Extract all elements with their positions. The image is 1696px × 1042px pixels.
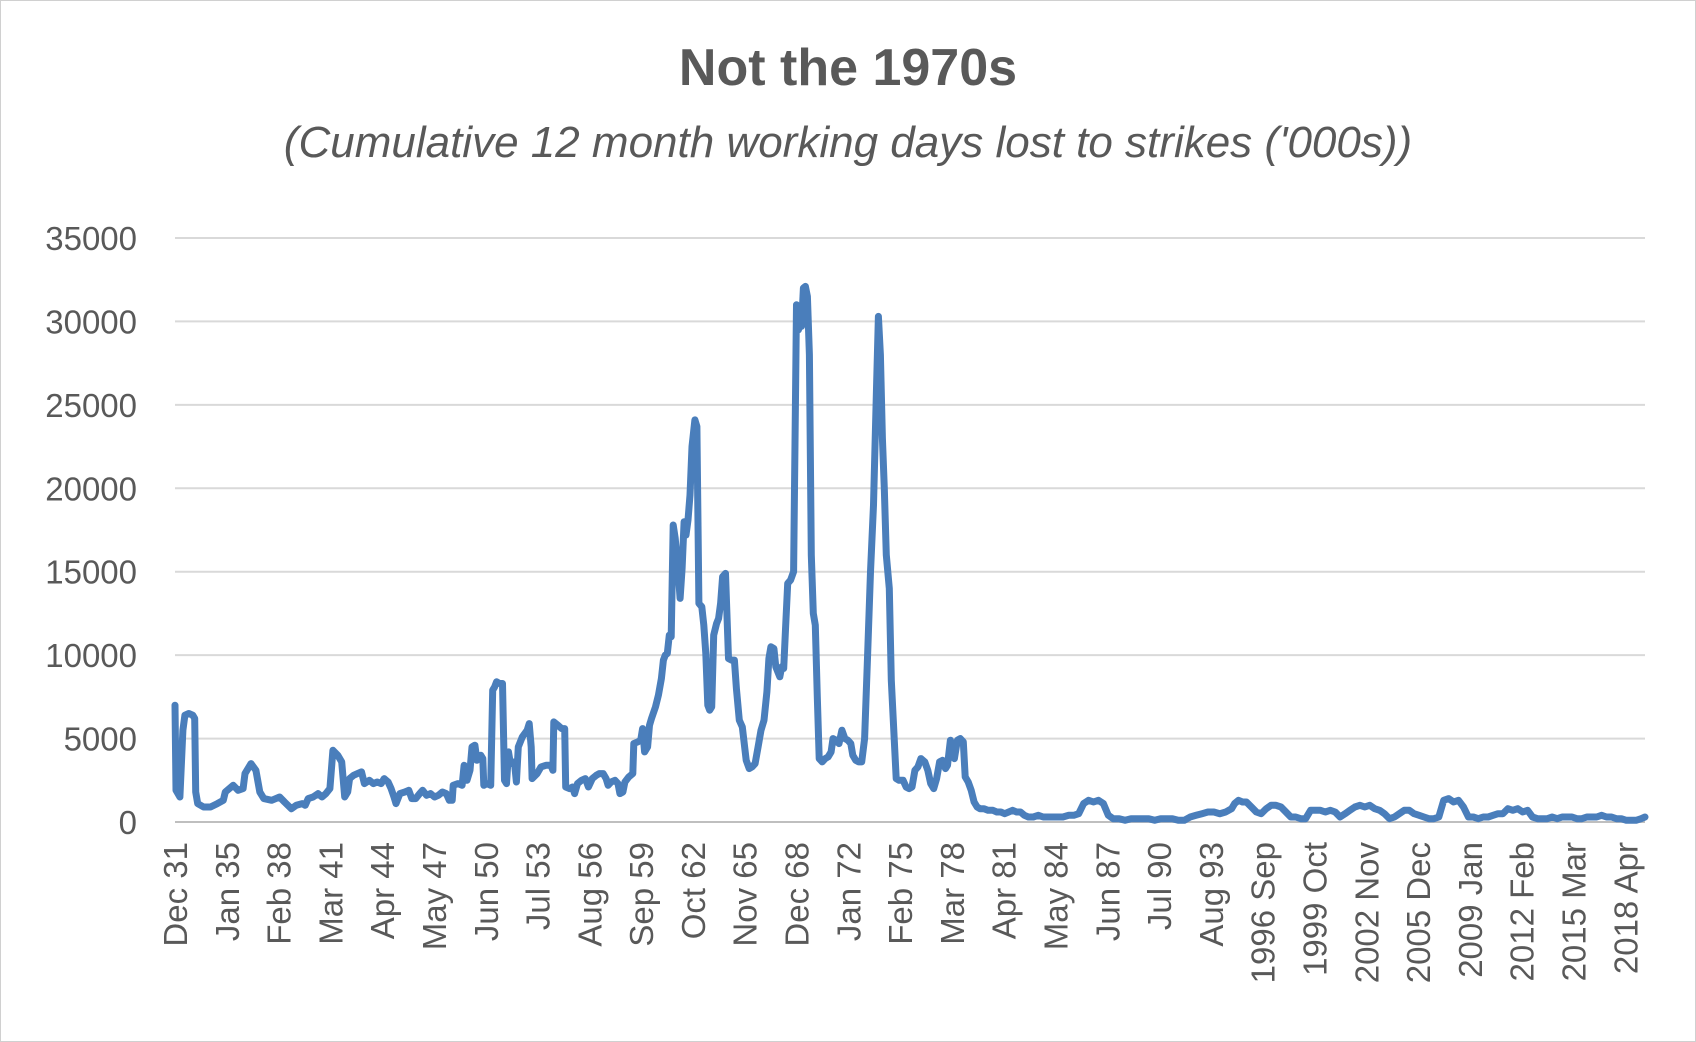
x-tick-label: 2018 Apr [1607,842,1644,974]
x-tick-label: Aug 93 [1193,842,1230,947]
x-tick-label: Feb 38 [261,842,298,945]
x-tick-label: Jul 53 [520,842,557,930]
y-tick-label: 25000 [45,387,137,424]
series-line [171,282,1649,824]
x-tick-label: Apr 81 [986,842,1023,939]
y-tick-label: 30000 [45,303,137,340]
x-tick-label: Jan 35 [209,842,246,941]
y-tick-label: 5000 [64,721,137,758]
y-tick-label: 35000 [45,220,137,257]
x-tick-label: May 84 [1038,842,1075,950]
x-tick-label: Aug 56 [571,842,608,947]
y-tick-label: 15000 [45,554,137,591]
x-tick-label: 2009 Jan [1452,842,1489,978]
chart-title: Not the 1970s [678,39,1018,97]
x-tick-label: 2002 Nov [1348,842,1385,984]
x-axis-tick-labels: Dec 31 Jan 35 Feb 38 Mar 41 Apr 44 May 47 Jun … [157,842,1644,984]
x-tick-label: Jan 72 [830,842,867,941]
y-axis-tick-labels: 0 5000 10000 15000 20000 25000 30000 35000 [45,220,137,841]
x-tick-label: Oct 62 [675,842,712,939]
x-tick-label: 2012 Feb [1504,842,1541,981]
x-tick-label: May 47 [416,842,453,950]
gridlines [175,237,1645,823]
chart-subtitle: (Cumulative 12 month working days lost t… [283,118,1413,167]
y-tick-label: 0 [119,804,137,841]
x-tick-label: Mar 41 [312,842,349,945]
x-tick-label: 2005 Dec [1400,842,1437,983]
series-lines [171,282,1649,824]
y-tick-label: 10000 [45,637,137,674]
y-tick-label: 20000 [45,470,137,507]
x-tick-label: 2015 Mar [1555,842,1592,981]
x-tick-label: Jul 90 [1141,842,1178,930]
x-tick-label: Nov 65 [727,842,764,947]
x-tick-label: Apr 44 [364,842,401,939]
x-tick-label: Dec 31 [157,842,194,947]
x-tick-label: Jun 87 [1089,842,1126,941]
x-tick-label: 1996 Sep [1245,842,1282,983]
x-tick-label: Jun 50 [468,842,505,941]
x-tick-label: Mar 78 [934,842,971,945]
x-tick-label: Dec 68 [779,842,816,947]
x-tick-label: Sep 59 [623,842,660,947]
x-tick-label: Feb 75 [882,842,919,945]
x-tick-label: 1999 Oct [1296,842,1333,976]
